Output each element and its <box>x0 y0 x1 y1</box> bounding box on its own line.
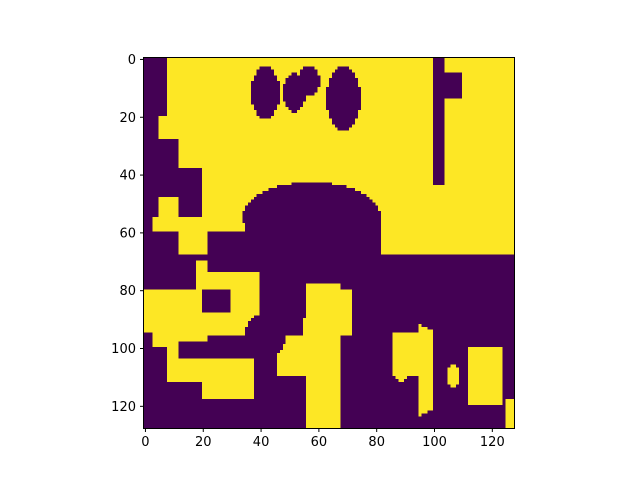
y-tick-label: 40 <box>119 169 136 184</box>
x-tick-label: 60 <box>311 435 328 450</box>
y-tick-label: 0 <box>128 53 136 68</box>
y-tick-label: 100 <box>111 342 136 357</box>
x-tick-label: 20 <box>195 435 212 450</box>
heatmap-image <box>144 58 514 428</box>
x-axis: 0 20 40 60 80 100 120 <box>141 428 505 450</box>
y-tick-label: 20 <box>119 111 136 126</box>
y-tick-label: 80 <box>119 284 136 299</box>
axes-frame <box>143 57 515 429</box>
y-tick-label: 60 <box>119 226 136 241</box>
x-tick-label: 40 <box>253 435 270 450</box>
x-tick-label: 120 <box>480 435 505 450</box>
x-tick-label: 0 <box>141 435 149 450</box>
x-tick-label: 100 <box>422 435 447 450</box>
y-tick-label: 120 <box>111 400 136 415</box>
y-axis: 0 20 40 60 80 100 120 <box>111 53 144 415</box>
x-tick-label: 80 <box>368 435 385 450</box>
